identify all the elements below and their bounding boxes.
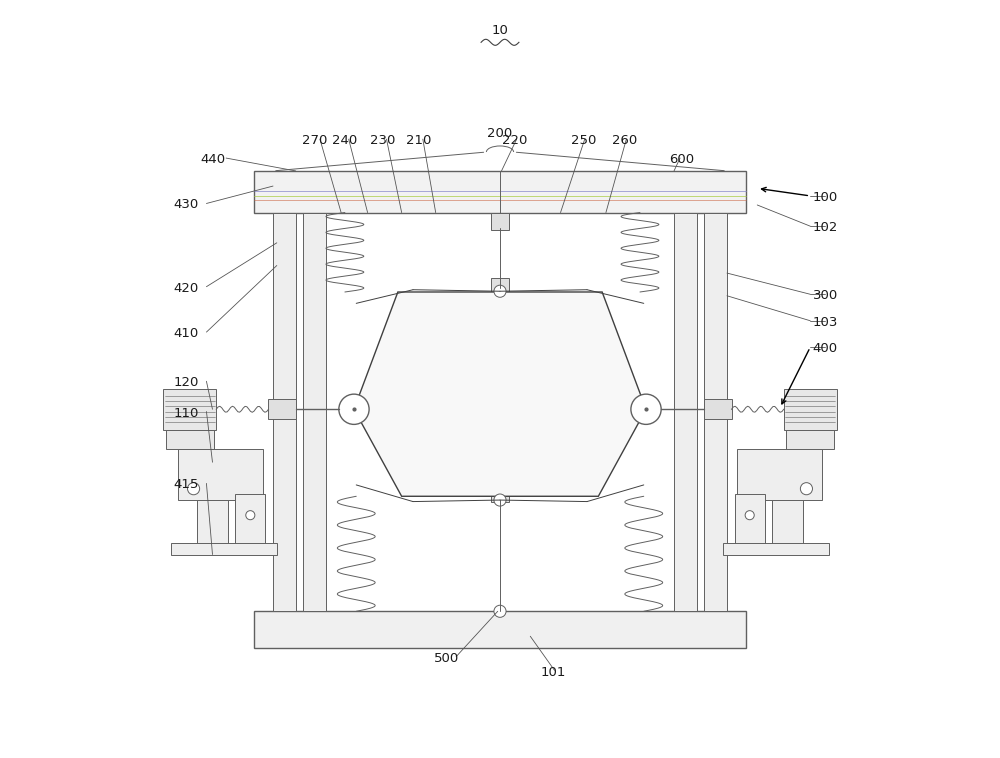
Circle shape	[494, 494, 506, 506]
Bar	[268, 399, 296, 419]
Text: 200: 200	[487, 127, 513, 139]
Circle shape	[631, 394, 661, 424]
Polygon shape	[354, 292, 646, 496]
Text: 260: 260	[612, 134, 637, 147]
Bar	[254, 611, 746, 647]
Bar	[303, 212, 326, 611]
Text: 600: 600	[669, 153, 694, 166]
Bar	[491, 212, 509, 230]
Text: 210: 210	[406, 134, 432, 147]
Circle shape	[188, 483, 200, 495]
Bar	[254, 171, 746, 212]
Bar	[491, 278, 509, 292]
Text: 103: 103	[813, 316, 838, 329]
Text: 10: 10	[492, 24, 508, 37]
Text: 270: 270	[302, 134, 327, 147]
Text: 110: 110	[173, 406, 199, 419]
Text: 230: 230	[370, 134, 395, 147]
Circle shape	[800, 483, 812, 495]
Text: 250: 250	[571, 134, 596, 147]
Bar	[491, 489, 509, 503]
Text: 400: 400	[813, 342, 838, 356]
Text: 240: 240	[332, 134, 358, 147]
Bar	[786, 431, 834, 449]
Text: 102: 102	[813, 221, 838, 234]
Circle shape	[494, 605, 506, 617]
Circle shape	[339, 394, 369, 424]
Text: 415: 415	[173, 478, 199, 491]
Circle shape	[246, 511, 255, 520]
Bar	[737, 449, 822, 500]
Circle shape	[745, 511, 754, 520]
Text: 500: 500	[434, 653, 460, 666]
Bar	[235, 494, 265, 546]
Bar	[772, 500, 803, 546]
Bar	[178, 449, 263, 500]
Bar	[784, 389, 837, 431]
Text: 440: 440	[200, 153, 225, 166]
Text: 430: 430	[173, 199, 199, 211]
Bar	[674, 212, 697, 611]
Text: 410: 410	[173, 327, 199, 340]
Text: 101: 101	[540, 666, 566, 679]
Bar	[704, 399, 732, 419]
Text: 120: 120	[173, 376, 199, 390]
Bar	[723, 543, 829, 555]
Bar	[493, 212, 507, 227]
Bar	[163, 389, 216, 431]
Text: 100: 100	[813, 191, 838, 204]
Text: 220: 220	[502, 134, 528, 147]
Text: 420: 420	[173, 282, 199, 295]
Text: 300: 300	[813, 290, 838, 302]
Bar	[197, 500, 228, 546]
Circle shape	[494, 285, 506, 297]
Bar	[735, 494, 765, 546]
Bar	[704, 212, 727, 611]
Bar	[273, 212, 296, 611]
Bar	[171, 543, 277, 555]
Bar	[166, 431, 214, 449]
